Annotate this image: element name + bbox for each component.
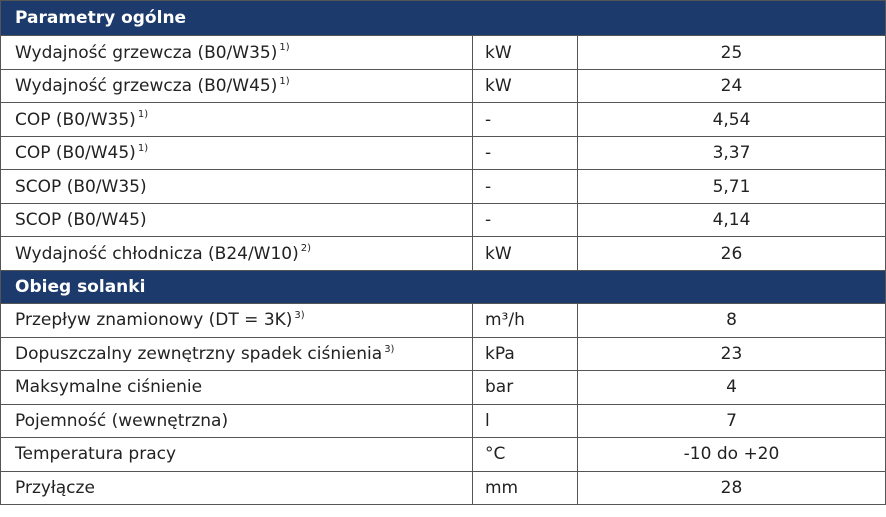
table-row: COP (B0/W35) 1) -4,54 — [1, 102, 885, 136]
label-cell: Wydajność grzewcza (B0/W45) 1) — [1, 69, 473, 103]
label: COP (B0/W45) — [15, 143, 136, 164]
table-row: COP (B0/W45) 1) -3,37 — [1, 135, 885, 170]
label: Temperatura pracy — [15, 444, 177, 465]
unit: kW — [473, 69, 578, 103]
value: 4 — [726, 377, 737, 398]
table-row: Pojemność (wewnętrzna) l 7 — [1, 403, 885, 438]
label-cell: Dopuszczalny zewnętrzny spadek ciśnienia… — [1, 337, 473, 371]
label: Wydajność grzewcza (B0/W35) — [15, 42, 278, 63]
label: COP (B0/W35) — [15, 109, 136, 130]
value: 3,37 — [712, 143, 751, 164]
value: -10 do +20 — [683, 444, 780, 465]
unit: l — [473, 404, 578, 438]
unit: - — [473, 103, 578, 136]
footnote-ref: 1) — [279, 75, 290, 87]
label-cell: Wydajność chłodnicza (B24/W10) 2) — [1, 237, 473, 270]
unit: - — [473, 136, 578, 170]
value: 5,71 — [712, 176, 751, 197]
table-row: Przyłącze mm 28 — [1, 470, 885, 505]
label-cell: Przepływ znamionowy (DT = 3K) 3) — [1, 304, 473, 337]
value: 28 — [720, 477, 743, 498]
value: 23 — [720, 343, 743, 364]
value: 24 — [720, 76, 743, 97]
table-row: SCOP (B0/W45) - 4,14 — [1, 202, 885, 237]
section-header: Obieg solanki — [1, 269, 885, 304]
unit: - — [473, 170, 578, 203]
unit: kPa — [473, 337, 578, 371]
unit: kW — [473, 36, 578, 69]
value: 8 — [726, 310, 737, 331]
label: Dopuszczalny zewnętrzny spadek ciśnienia — [15, 343, 383, 364]
label-cell: Pojemność (wewnętrzna) — [1, 404, 473, 438]
label: Maksymalne ciśnienie — [15, 377, 203, 398]
table-row: Dopuszczalny zewnętrzny spadek ciśnienia… — [1, 336, 885, 371]
footnote-ref: 1) — [137, 109, 149, 121]
unit: mm — [473, 471, 578, 505]
unit: bar — [473, 371, 578, 404]
footnote-ref: 1) — [137, 142, 149, 154]
label-cell: Maksymalne ciśnienie — [1, 371, 473, 404]
unit: m³/h — [473, 304, 578, 337]
table-row: Wydajność grzewcza (B0/W35) 1) kW 25 — [1, 35, 885, 69]
table-row: Wydajność grzewcza (B0/W45) 1) kW 24 — [1, 68, 885, 103]
table-row: Temperatura pracy °C -10 do +20 — [1, 437, 885, 471]
label: Przyłącze — [15, 477, 95, 498]
label-cell: Temperatura pracy — [1, 438, 473, 471]
section-header: Parametry ogólne — [1, 1, 885, 36]
table-row: Przepływ znamionowy (DT = 3K) 3) m³/h 8 — [1, 303, 885, 337]
label-cell: COP (B0/W45) 1) — [1, 136, 473, 170]
spec-table: Parametry ogólne Wydajność grzewcza (B0/W… — [0, 0, 886, 506]
value: 4,14 — [712, 210, 751, 231]
value: 25 — [720, 42, 743, 63]
footnote-ref: 3) — [384, 343, 395, 355]
table-row: SCOP (B0/W35) - 5,71 — [1, 169, 885, 203]
label: Pojemność (wewnętrzna) — [15, 410, 229, 431]
value: 7 — [726, 410, 737, 431]
footnote-ref: 3) — [294, 310, 305, 322]
label: Przepływ znamionowy (DT = 3K) — [15, 310, 293, 331]
label: Wydajność chłodnicza (B24/W10) — [15, 243, 299, 264]
unit: kW — [473, 237, 578, 270]
label-cell: SCOP (B0/W35) — [1, 170, 473, 203]
table-row: Wydajność chłodnicza (B24/W10) 2) kW 26 — [1, 236, 885, 270]
label: SCOP (B0/W35) — [15, 176, 147, 197]
label-cell: Przyłącze — [1, 471, 473, 505]
label-cell: COP (B0/W35) 1) — [1, 103, 473, 136]
label: SCOP (B0/W45) — [15, 210, 147, 231]
value: 26 — [720, 243, 743, 264]
value: 4,54 — [712, 109, 751, 130]
footnote-ref: 1) — [279, 42, 290, 54]
unit: - — [473, 203, 578, 237]
label: Wydajność grzewcza (B0/W45) — [15, 76, 278, 97]
footnote-ref: 2) — [300, 243, 312, 255]
table-row: Maksymalne ciśnienie bar 4 — [1, 370, 885, 404]
label-cell: SCOP (B0/W45) — [1, 203, 473, 237]
unit: °C — [473, 438, 578, 471]
label-cell: Wydajność grzewcza (B0/W35) 1) — [1, 36, 473, 69]
